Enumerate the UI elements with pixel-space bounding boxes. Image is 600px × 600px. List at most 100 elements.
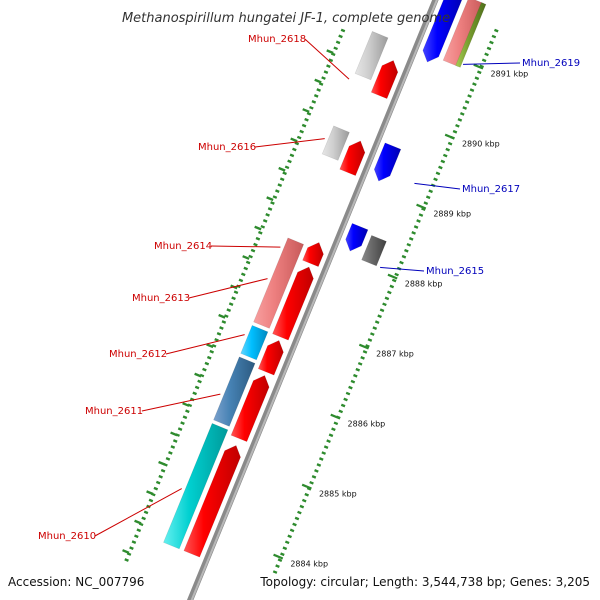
gc-tick: [290, 137, 298, 143]
gene-labels: Mhun_2618 Mhun_2616 Mhun_2614 Mhun_2613 Mhun…: [38, 34, 580, 542]
gc-dot: [248, 254, 253, 259]
gc-dot: [377, 314, 382, 319]
gene-feature-gray[interactable]: [354, 31, 389, 81]
gene-label-mhun-2612[interactable]: Mhun_2612: [109, 349, 167, 360]
kbp-tick-label: 2890 kbp: [462, 140, 500, 149]
gc-dot: [418, 213, 424, 217]
gc-dot: [194, 385, 200, 390]
gene-feature-red[interactable]: [302, 242, 324, 268]
gc-dot: [331, 427, 336, 432]
gc-dot: [202, 367, 207, 372]
gc-dot: [262, 218, 268, 223]
topology-text: Topology: circular; Length: 3,544,738 bp…: [259, 575, 590, 589]
gc-dot: [328, 58, 334, 63]
gc-dot: [328, 433, 334, 438]
gc-dot: [345, 391, 351, 396]
gc-dot: [467, 94, 472, 98]
gene-feature-olive[interactable]: [455, 2, 487, 68]
kbp-tick: [330, 413, 341, 420]
gc-dot: [287, 534, 292, 539]
label-leader-line: [165, 334, 245, 355]
gc-dot: [304, 492, 309, 497]
gene-feature-red[interactable]: [257, 340, 284, 376]
gene-label-mhun-2614[interactable]: Mhun_2614: [154, 241, 212, 252]
gc-dot: [231, 296, 236, 301]
gc-dot: [148, 498, 154, 503]
gc-dot: [338, 34, 343, 39]
gc-dot: [129, 546, 134, 550]
gc-dot: [433, 177, 438, 182]
gene-label-mhun-2618[interactable]: Mhun_2618: [248, 34, 306, 45]
gc-dot: [250, 248, 256, 253]
gc-dot: [372, 326, 378, 330]
gc-dot: [299, 129, 304, 134]
gc-dot: [481, 58, 487, 63]
kbp-tick: [416, 203, 427, 210]
gene-label-mhun-2615[interactable]: Mhun_2615: [426, 266, 484, 277]
kbp-tick: [473, 63, 484, 70]
gene-feature-red[interactable]: [230, 375, 270, 443]
gc-tick: [326, 49, 334, 55]
gc-dot: [279, 177, 285, 182]
gc-dot: [457, 118, 463, 122]
gene-feature-steel[interactable]: [213, 356, 256, 427]
gc-dot: [411, 231, 416, 235]
gene-feature-red[interactable]: [183, 445, 241, 558]
gc-tick: [134, 519, 142, 525]
gc-dot: [447, 141, 453, 146]
gc-dot: [211, 343, 217, 348]
gc-dot: [326, 439, 331, 444]
gc-dot: [223, 314, 229, 318]
gc-dot: [289, 528, 295, 533]
gc-dot: [236, 284, 241, 289]
gc-dot: [275, 564, 280, 568]
gene-feature-blue[interactable]: [345, 222, 369, 252]
gc-dot: [131, 540, 137, 545]
gc-tick: [302, 108, 310, 113]
gene-feature-sky[interactable]: [240, 325, 269, 361]
gene-label-mhun-2616[interactable]: Mhun_2616: [198, 142, 256, 153]
gc-dot: [489, 40, 494, 45]
gc-dot: [423, 201, 429, 206]
gene-feature-gray[interactable]: [321, 125, 350, 161]
gc-dot: [340, 28, 346, 33]
kbp-tick-label: 2889 kbp: [433, 210, 471, 219]
gene-label-mhun-2611[interactable]: Mhun_2611: [85, 406, 143, 417]
gc-tick: [158, 460, 166, 466]
gc-tick: [314, 78, 322, 84]
label-leader-line: [254, 138, 325, 148]
gene-label-mhun-2610[interactable]: Mhun_2610: [38, 531, 96, 542]
gc-dot: [370, 332, 375, 336]
gc-dot: [267, 207, 273, 211]
gene-label-mhun-2613[interactable]: Mhun_2613: [132, 293, 190, 304]
gc-dot: [172, 439, 178, 443]
gc-dot: [155, 480, 161, 485]
gene-feature-red[interactable]: [339, 140, 366, 177]
kbp-tick-label: 2884 kbp: [290, 560, 328, 569]
gc-dot: [277, 183, 283, 188]
gene-label-mhun-2619[interactable]: Mhun_2619: [522, 58, 580, 69]
gene-feature-red[interactable]: [370, 60, 399, 100]
gene-feature-pink[interactable]: [253, 237, 305, 329]
gene-feature-dark[interactable]: [361, 234, 387, 267]
gc-dot: [333, 421, 339, 426]
genome-backbone: [186, 0, 439, 600]
kbp-tick: [301, 483, 312, 490]
gc-dot: [209, 349, 215, 354]
gc-dot: [355, 367, 361, 372]
label-leader-line: [380, 266, 425, 272]
gc-dot: [406, 242, 412, 247]
gene-feature-cyan[interactable]: [163, 423, 229, 550]
gc-dot: [275, 189, 280, 193]
gc-dot: [219, 326, 224, 330]
gc-dot: [221, 320, 227, 324]
label-leader-line: [141, 393, 221, 412]
gc-dot: [321, 76, 326, 80]
gc-dot: [321, 451, 327, 455]
gene-label-mhun-2617[interactable]: Mhun_2617: [462, 184, 520, 195]
gc-tick: [254, 225, 262, 231]
gene-feature-blue[interactable]: [422, 0, 464, 63]
gene-feature-blue[interactable]: [373, 142, 402, 182]
gc-dot: [258, 230, 263, 235]
gene-feature-red[interactable]: [272, 266, 314, 341]
